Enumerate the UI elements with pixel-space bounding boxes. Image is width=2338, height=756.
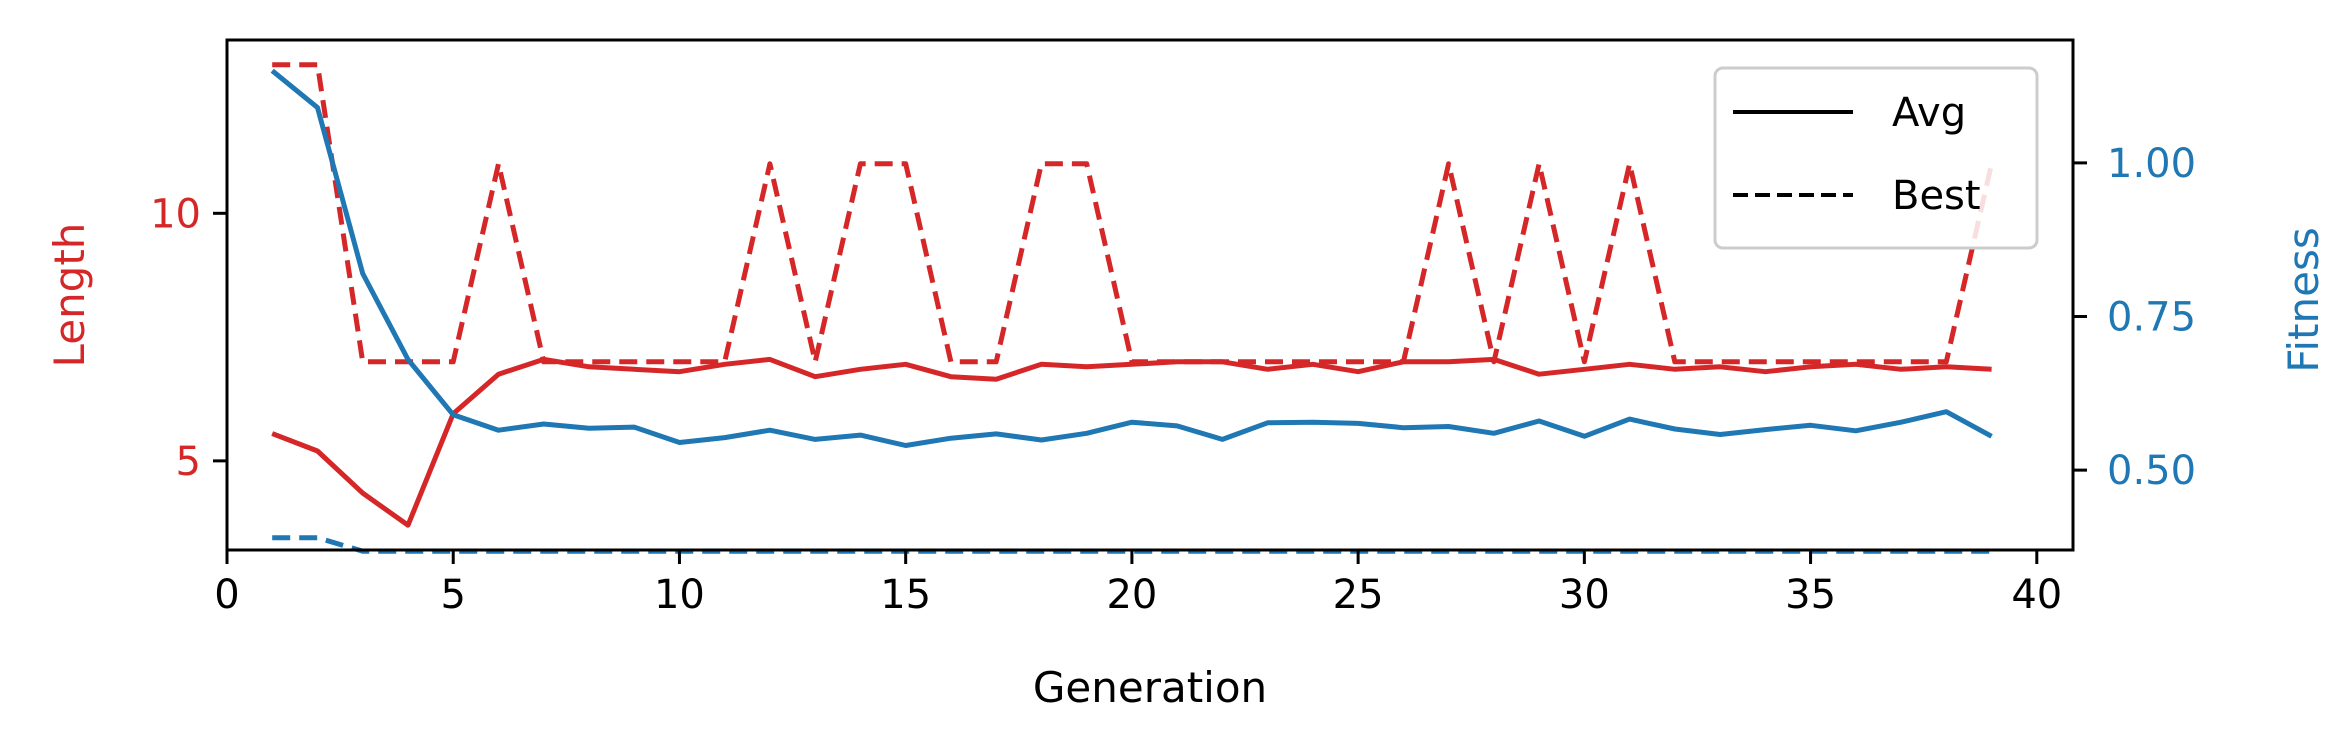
series-line-length-best [272,62,1995,365]
left-y-tick-label: 5 [176,439,201,485]
x-tick-label: 30 [1559,572,1610,618]
right-y-axis-label: Fitness [2279,227,2328,372]
legend-avg-label: Avg [1892,90,1966,136]
right-y-tick-label: 0.75 [2107,295,2196,341]
x-tick-label: 35 [1785,572,1836,618]
series-line-fitness-avg [270,68,1993,448]
x-tick-label: 0 [214,572,239,618]
right-y-tick-label: 1.00 [2107,141,2196,187]
left-y-axis-label: Length [45,223,94,368]
left-y-tick-label: 10 [150,191,201,237]
legend: Avg Best [1713,66,2039,250]
left-y-axis: 5 10 [150,191,227,485]
x-axis: 0 5 10 15 20 25 30 35 40 [214,550,2062,618]
plot-frame [225,38,2075,552]
x-tick-label: 25 [1333,572,1384,618]
x-tick-label: 5 [440,572,465,618]
x-axis-label: Generation [1033,663,1267,712]
x-tick-label: 10 [654,572,705,618]
x-tick-label: 15 [880,572,931,618]
series-line-length-avg [271,356,1992,528]
x-tick-label: 20 [1106,572,1157,618]
legend-best-label: Best [1892,173,1981,219]
right-y-tick-label: 0.50 [2107,448,2196,494]
legend-box [1713,66,2039,250]
right-y-axis: 0.50 0.75 1.00 [2073,141,2196,494]
x-tick-label: 40 [2011,572,2062,618]
